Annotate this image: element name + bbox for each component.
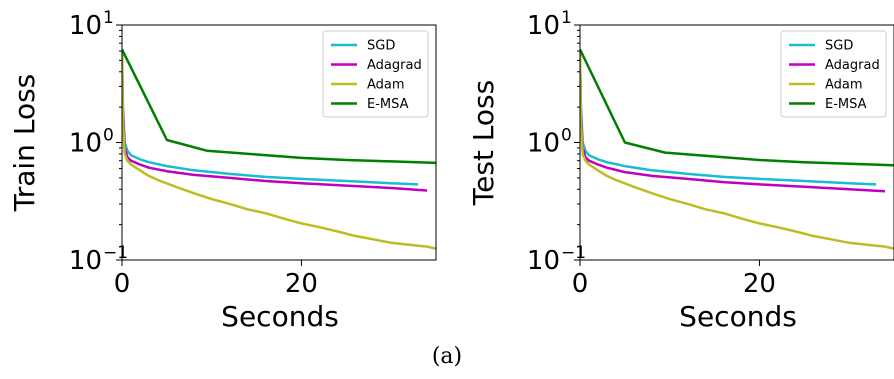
x-axis-label: Seconds bbox=[679, 300, 797, 333]
y-tick-exponent: 0 bbox=[561, 126, 572, 146]
legend-label-adam: Adam bbox=[367, 78, 405, 93]
x-tick-label: 0 bbox=[114, 269, 131, 299]
legend: SGD Adagrad Adam E-MSA bbox=[780, 30, 887, 118]
legend-box bbox=[322, 30, 429, 118]
series-line-e-msa bbox=[122, 48, 436, 165]
x-tick-label: 20 bbox=[743, 269, 776, 299]
series-line-adam bbox=[122, 51, 436, 250]
legend-label-adagrad: Adagrad bbox=[825, 58, 880, 73]
y-tick-exponent: 1 bbox=[103, 8, 114, 28]
legend-label-adagrad: Adagrad bbox=[367, 58, 422, 73]
y-tick-label: 10 bbox=[527, 246, 560, 276]
y-tick-label: 10 bbox=[69, 129, 102, 159]
figure-caption: (a) bbox=[431, 344, 463, 369]
y-tick-exponent: −1 bbox=[561, 243, 586, 263]
x-tick-label: 20 bbox=[285, 269, 318, 299]
series-line-e-msa bbox=[580, 48, 894, 167]
legend-label-e-msa: E-MSA bbox=[825, 97, 867, 112]
x-axis-label: Seconds bbox=[221, 300, 339, 333]
y-tick-label: 10 bbox=[527, 129, 560, 159]
legend-label-sgd: SGD bbox=[367, 39, 395, 54]
legend-label-e-msa: E-MSA bbox=[367, 97, 409, 112]
y-tick-label: 10 bbox=[69, 11, 102, 41]
y-tick-exponent: −1 bbox=[103, 243, 128, 263]
y-tick-exponent: 1 bbox=[561, 8, 572, 28]
legend: SGD Adagrad Adam E-MSA bbox=[322, 30, 429, 118]
x-tick-label: 0 bbox=[572, 269, 589, 299]
legend-label-adam: Adam bbox=[825, 78, 863, 93]
y-axis-label: Test Loss bbox=[467, 80, 500, 206]
y-tick-label: 10 bbox=[69, 246, 102, 276]
legend-label-sgd: SGD bbox=[825, 39, 853, 54]
legend-box bbox=[780, 30, 887, 118]
y-tick-label: 10 bbox=[527, 11, 560, 41]
y-axis-label: Train Loss bbox=[8, 74, 41, 213]
y-tick-exponent: 0 bbox=[103, 126, 114, 146]
series-line-adam bbox=[580, 51, 894, 250]
